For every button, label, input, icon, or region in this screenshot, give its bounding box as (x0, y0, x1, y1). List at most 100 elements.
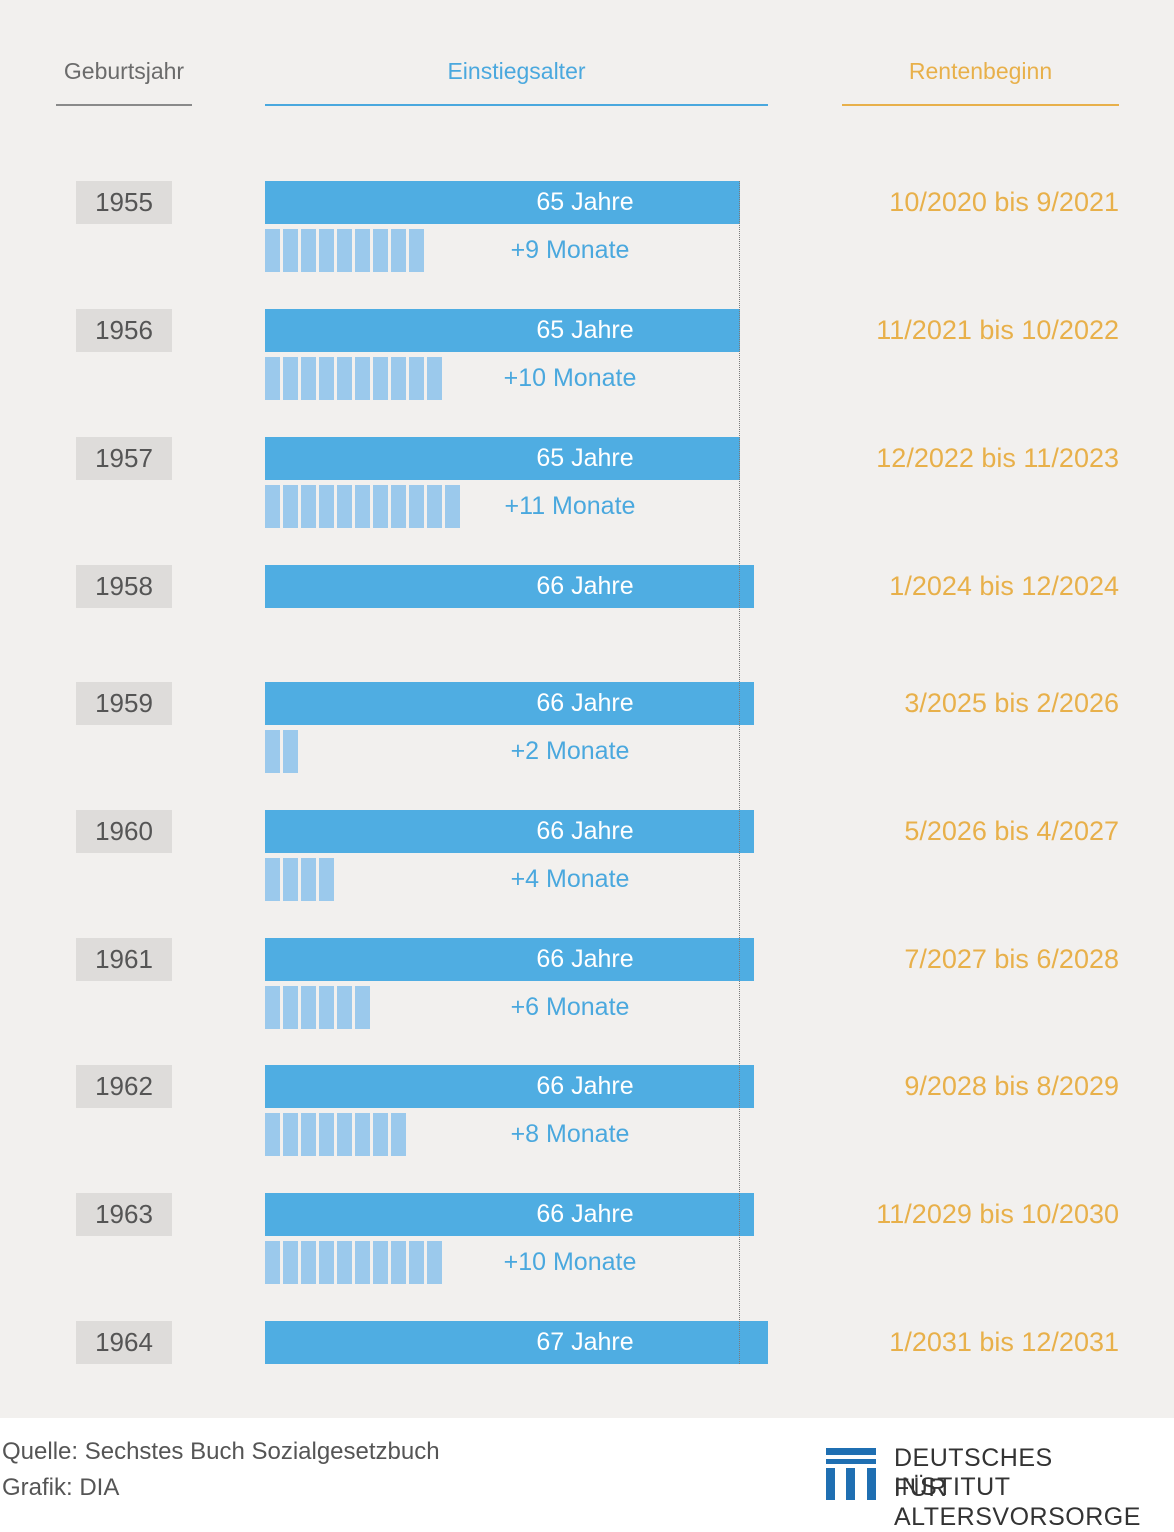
month-block (391, 229, 406, 272)
extra-months-label: +4 Monate (510, 865, 630, 893)
month-block (283, 485, 298, 528)
age-years-bar (265, 437, 740, 480)
chart-panel: Geburtsjahr Einstiegsalter Rentenbeginn … (0, 0, 1174, 1418)
age-years-label: 66 Jahre (536, 945, 634, 973)
month-block (265, 986, 280, 1029)
row-1955: 1955 65 Jahre +9 Monate 10/2020 bis 9/2021 (0, 181, 1174, 281)
retirement-period: 10/2020 bis 9/2021 (889, 187, 1119, 217)
month-block (283, 1241, 298, 1284)
row-1956: 1956 65 Jahre +10 Monate 11/2021 bis 10/202… (0, 309, 1174, 409)
row-1958: 1958 66 Jahre 1/2024 bis 12/2024 (0, 565, 1174, 665)
retirement-period: 1/2031 bis 12/2031 (889, 1327, 1119, 1357)
month-block (283, 858, 298, 901)
month-block (355, 1113, 370, 1156)
retirement-period: 1/2024 bis 12/2024 (889, 571, 1119, 601)
age-years-bar (265, 565, 754, 608)
extra-months-label: +6 Monate (510, 993, 630, 1021)
months-blocks (265, 1113, 409, 1156)
birth-year-label: 1962 (76, 1065, 172, 1108)
months-blocks (265, 485, 463, 528)
month-block (283, 1113, 298, 1156)
logo-text-line1: DEUTSCHES INSTITUT (894, 1444, 1053, 1501)
months-blocks (265, 986, 373, 1029)
extra-months-label: +11 Monate (504, 492, 636, 520)
month-block (283, 986, 298, 1029)
age-years-label: 65 Jahre (536, 188, 634, 216)
logo-text-line2: FÜR ALTERSVORSORGE (894, 1474, 1141, 1531)
age-years-label: 66 Jahre (536, 1072, 634, 1100)
header-birth-year-underline (56, 104, 192, 106)
month-block (355, 485, 370, 528)
source-note: Quelle: Sechstes Buch Sozialgesetzbuch (2, 1438, 440, 1465)
age-years-bar (265, 810, 754, 853)
month-block (265, 1241, 280, 1284)
month-block (319, 485, 334, 528)
month-block (301, 858, 316, 901)
month-block (319, 357, 334, 400)
retirement-period: 11/2021 bis 10/2022 (876, 315, 1119, 345)
dia-logo-icon (826, 1448, 876, 1500)
month-block (427, 357, 442, 400)
row-1960: 1960 66 Jahre +4 Monate 5/2026 bis 4/2027 (0, 810, 1174, 910)
month-block (319, 858, 334, 901)
reference-dotted-line (739, 181, 740, 1364)
month-block (445, 485, 460, 528)
birth-year-label: 1958 (76, 565, 172, 608)
birth-year-label: 1956 (76, 309, 172, 352)
age-years-bar (265, 682, 754, 725)
month-block (391, 357, 406, 400)
age-years-label: 66 Jahre (536, 1200, 634, 1228)
month-block (355, 1241, 370, 1284)
month-block (337, 357, 352, 400)
row-1961: 1961 66 Jahre +6 Monate 7/2027 bis 6/2028 (0, 938, 1174, 1038)
month-block (265, 485, 280, 528)
month-block (355, 986, 370, 1029)
month-block (355, 229, 370, 272)
retirement-period: 7/2027 bis 6/2028 (904, 944, 1119, 974)
month-block (427, 1241, 442, 1284)
month-block (319, 1113, 334, 1156)
age-years-label: 66 Jahre (536, 689, 634, 717)
months-blocks (265, 229, 427, 272)
header-retirement-underline (842, 104, 1119, 106)
month-block (391, 1113, 406, 1156)
month-block (265, 1113, 280, 1156)
month-block (373, 357, 388, 400)
age-years-bar (265, 1065, 754, 1108)
month-block (355, 357, 370, 400)
row-1962: 1962 66 Jahre +8 Monate 9/2028 bis 8/2029 (0, 1065, 1174, 1165)
row-1957: 1957 65 Jahre +11 Monate 12/2022 bis 11/202… (0, 437, 1174, 537)
retirement-period: 12/2022 bis 11/2023 (876, 443, 1119, 473)
month-block (427, 485, 442, 528)
header-birth-year: Geburtsjahr (63, 58, 185, 84)
months-blocks (265, 858, 337, 901)
header-retirement-start: Rentenbeginn (908, 58, 1053, 84)
month-block (319, 1241, 334, 1284)
month-block (337, 485, 352, 528)
months-blocks (265, 357, 445, 400)
age-years-bar (265, 1193, 754, 1236)
extra-months-label: +10 Monate (503, 364, 637, 392)
month-block (337, 229, 352, 272)
month-block (319, 229, 334, 272)
month-block (319, 986, 334, 1029)
month-block (409, 1241, 424, 1284)
header-entry-age: Einstiegsalter (447, 58, 586, 84)
month-block (265, 357, 280, 400)
age-years-bar (265, 938, 754, 981)
month-block (337, 1113, 352, 1156)
row-1963: 1963 66 Jahre +10 Monate 11/2029 bis 10/203… (0, 1193, 1174, 1293)
months-blocks (265, 1241, 445, 1284)
month-block (373, 1241, 388, 1284)
month-block (301, 229, 316, 272)
extra-months-label: +8 Monate (510, 1120, 630, 1148)
month-block (283, 229, 298, 272)
month-block (265, 858, 280, 901)
month-block (265, 730, 280, 773)
month-block (391, 485, 406, 528)
month-block (337, 986, 352, 1029)
birth-year-label: 1963 (76, 1193, 172, 1236)
age-years-label: 66 Jahre (536, 817, 634, 845)
month-block (301, 1113, 316, 1156)
month-block (409, 357, 424, 400)
